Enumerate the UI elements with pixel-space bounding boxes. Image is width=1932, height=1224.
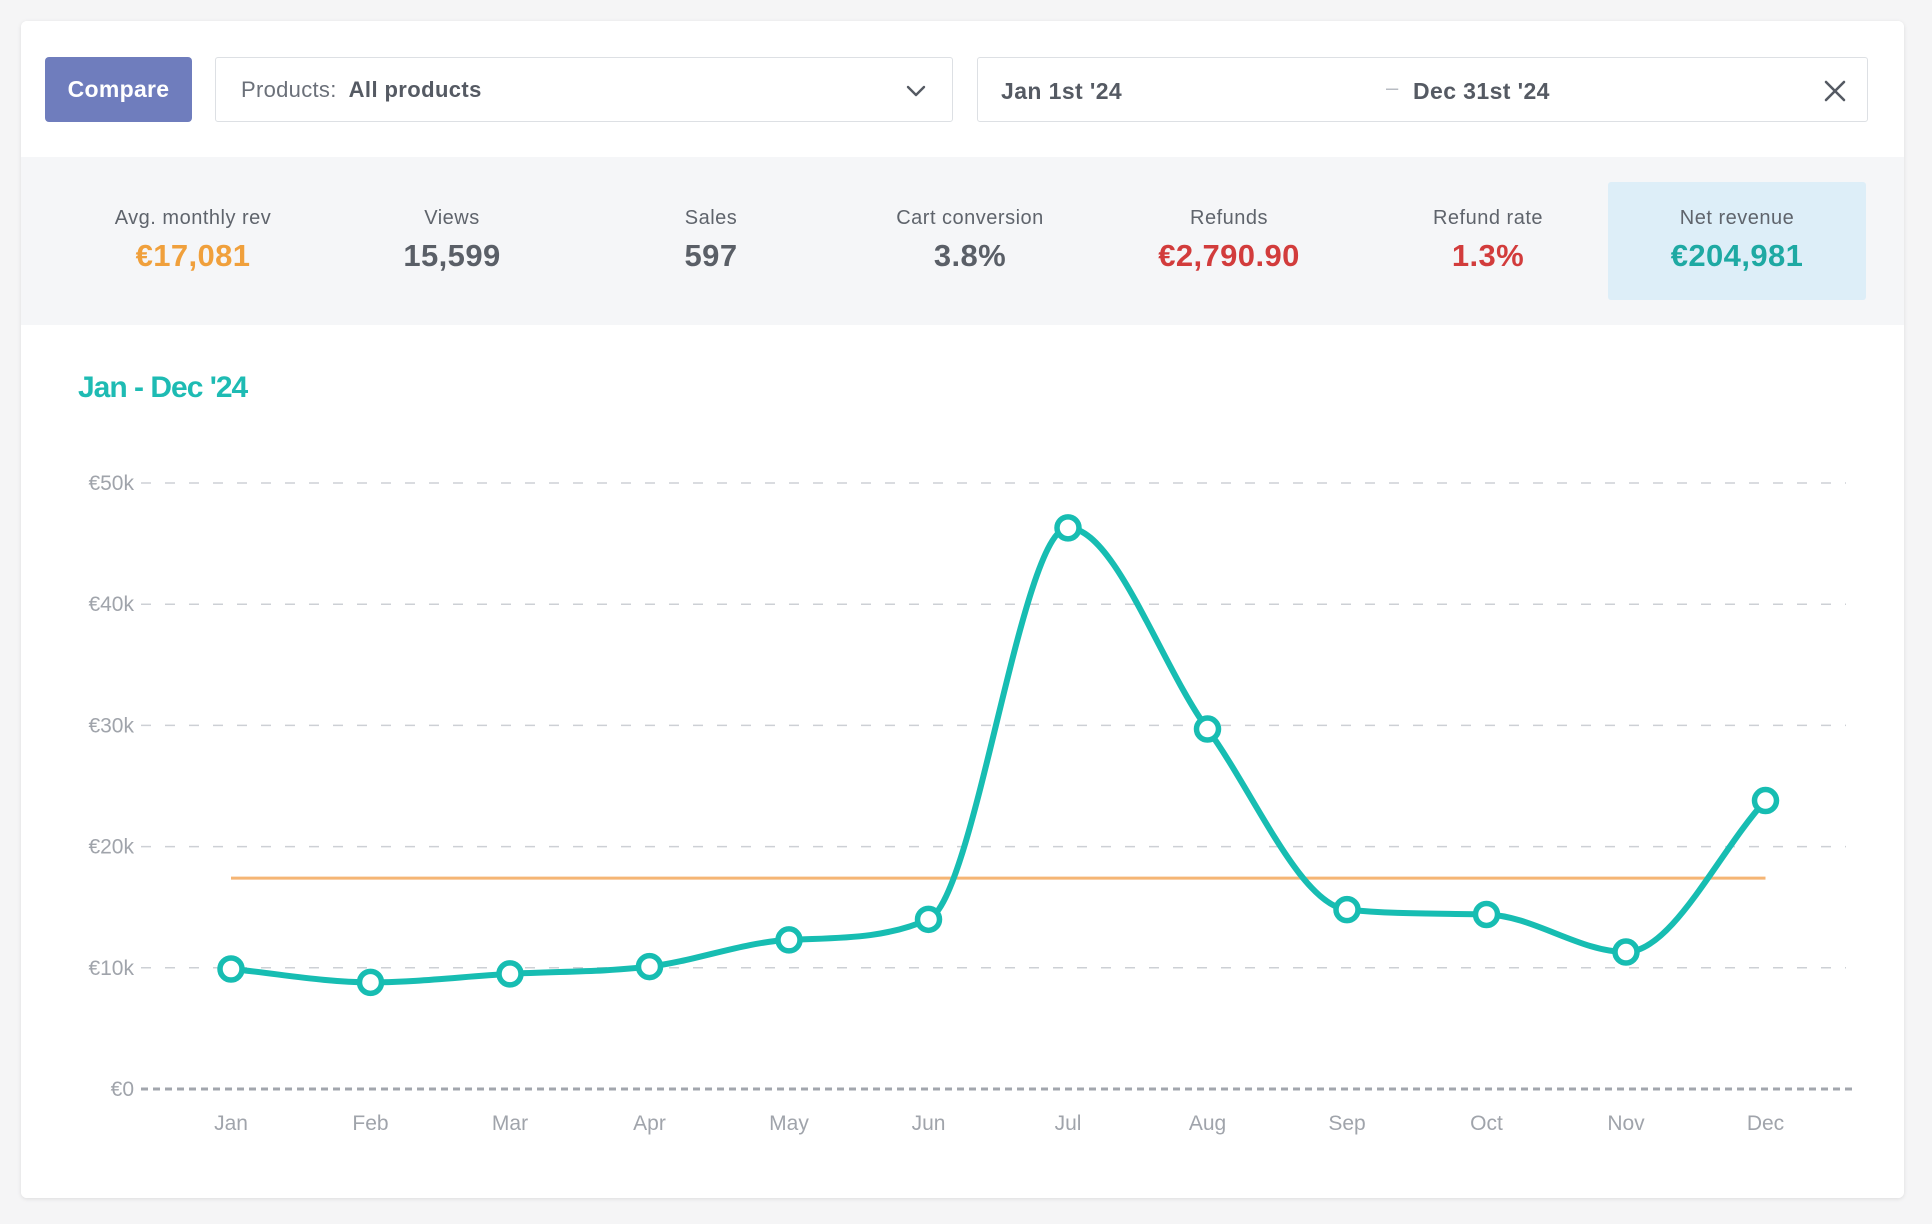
dashboard-card: Compare Products: All products Jan 1st '… xyxy=(21,21,1904,1198)
stat-label: Refunds xyxy=(1190,207,1268,229)
stat-label: Views xyxy=(424,207,480,229)
revenue-chart: Jan - Dec '24 €0 €10k €20k €30k €40k €50k Jan F… xyxy=(21,325,1904,1198)
data-point xyxy=(1472,900,1501,929)
x-tick-label: Feb xyxy=(352,1112,388,1135)
data-point xyxy=(914,905,943,934)
stat-net-revenue: Net revenue €204,981 xyxy=(1608,182,1866,300)
data-point xyxy=(496,960,524,988)
products-label: Products: xyxy=(241,76,337,102)
stat-label: Refund rate xyxy=(1432,207,1543,229)
stats-bar: Avg. monthly rev €17,081 Views 15,599 Sa… xyxy=(21,157,1904,325)
chart-title: Jan - Dec '24 xyxy=(78,371,248,404)
close-icon[interactable] xyxy=(1821,77,1849,105)
x-tick-label: Jul xyxy=(1055,1112,1082,1135)
x-tick-label: Mar xyxy=(492,1112,528,1135)
chevron-down-icon[interactable] xyxy=(904,79,928,103)
y-tick-label: €10k xyxy=(88,957,134,980)
stat-label: Net revenue xyxy=(1679,207,1795,229)
stat-views: Views 15,599 xyxy=(323,182,581,300)
stat-value: €2,790.90 xyxy=(1158,238,1300,273)
date-start-input[interactable]: Jan 1st '24 xyxy=(1001,78,1123,104)
y-tick-label: €20k xyxy=(88,836,134,859)
data-point xyxy=(1054,514,1082,542)
products-dropdown[interactable]: Products: All products xyxy=(215,57,953,122)
stat-value: €204,981 xyxy=(1670,238,1804,273)
data-point xyxy=(1193,715,1222,743)
date-range-picker[interactable]: Jan 1st '24 – Dec 31st '24 xyxy=(977,57,1868,122)
x-tick-label: Oct xyxy=(1470,1112,1503,1135)
data-point xyxy=(1333,895,1361,924)
y-tick-label: €0 xyxy=(111,1078,134,1101)
toolbar: Compare Products: All products Jan 1st '… xyxy=(21,21,1904,157)
data-point xyxy=(775,926,803,954)
x-tick-label: Aug xyxy=(1189,1112,1226,1135)
x-tick-label: May xyxy=(769,1112,809,1135)
date-separator: – xyxy=(1386,75,1399,100)
stat-value: 3.8% xyxy=(933,238,1007,273)
date-end-input[interactable]: Dec 31st '24 xyxy=(1413,78,1550,104)
stat-label: Sales xyxy=(684,207,738,229)
y-tick-label: €50k xyxy=(88,472,134,495)
stat-sales: Sales 597 xyxy=(582,182,840,300)
stat-value: 15,599 xyxy=(403,238,501,273)
stat-value: 597 xyxy=(684,238,738,273)
data-point xyxy=(635,952,664,981)
x-tick-label: Sep xyxy=(1328,1112,1365,1135)
x-tick-label: Nov xyxy=(1607,1112,1645,1135)
x-tick-label: Jun xyxy=(912,1112,946,1135)
stat-value: 1.3% xyxy=(1451,238,1525,273)
data-point xyxy=(1612,938,1640,966)
stat-cart-conversion: Cart conversion 3.8% xyxy=(841,182,1099,300)
line-chart: €0 €10k €20k €30k €40k €50k Jan Feb Mar Apr May Jun… xyxy=(88,472,1856,1135)
stat-refund-rate: Refund rate 1.3% xyxy=(1359,182,1617,300)
data-point xyxy=(217,955,245,983)
x-tick-label: Apr xyxy=(633,1112,666,1135)
x-tick-label: Jan xyxy=(214,1112,248,1135)
compare-button[interactable]: Compare xyxy=(45,57,192,122)
x-tick-label: Dec xyxy=(1747,1112,1784,1135)
y-tick-label: €40k xyxy=(88,593,134,616)
stat-avg-monthly-rev: Avg. monthly rev €17,081 xyxy=(64,182,322,300)
stat-refunds: Refunds €2,790.90 xyxy=(1100,182,1358,300)
revenue-series-line xyxy=(228,524,1769,986)
data-point xyxy=(356,968,385,997)
data-point xyxy=(1751,786,1780,815)
stat-value: €17,081 xyxy=(135,238,251,273)
products-value: All products xyxy=(348,76,482,102)
y-tick-label: €30k xyxy=(88,714,134,737)
stat-label: Avg. monthly rev xyxy=(114,207,272,229)
stat-label: Cart conversion xyxy=(896,207,1044,229)
